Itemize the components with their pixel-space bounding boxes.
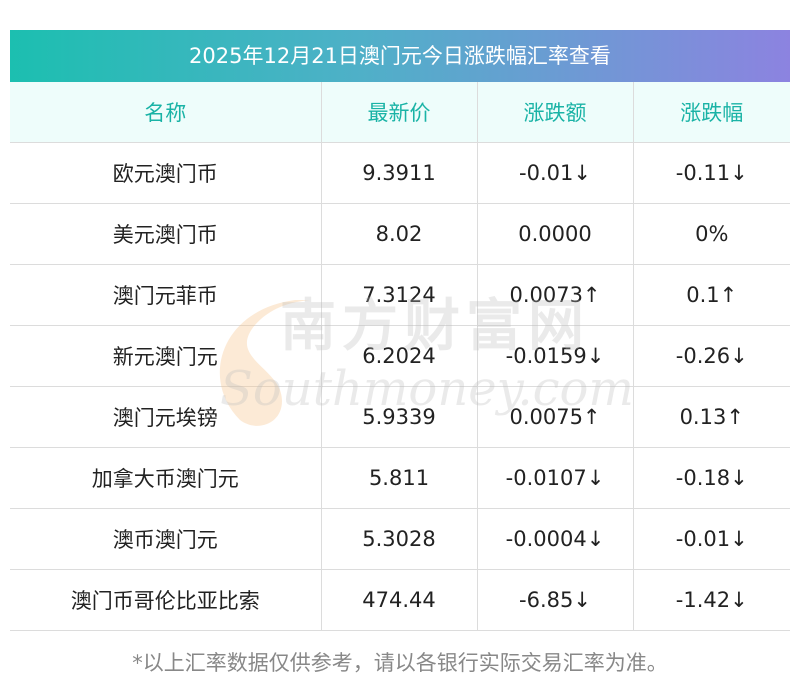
latest-price: 7.3124 xyxy=(321,264,478,326)
change-amount: -0.01↓ xyxy=(477,142,634,204)
table-row: 澳门元菲币 7.3124 0.0073↑ 0.1↑ xyxy=(10,264,790,326)
change-percent: 0.1↑ xyxy=(633,264,790,326)
change-percent: -0.11↓ xyxy=(633,142,790,204)
table-row: 美元澳门币 8.02 0.0000 0% xyxy=(10,203,790,265)
table-row: 欧元澳门币 9.3911 -0.01↓ -0.11↓ xyxy=(10,142,790,204)
change-amount: 0.0073↑ xyxy=(477,264,634,326)
currency-pair-name: 澳门币哥伦比亚比索 xyxy=(10,569,322,631)
latest-price: 8.02 xyxy=(321,203,478,265)
latest-price: 6.2024 xyxy=(321,325,478,387)
latest-price: 5.3028 xyxy=(321,508,478,570)
currency-pair-name: 欧元澳门币 xyxy=(10,142,322,204)
table-row: 新元澳门元 6.2024 -0.0159↓ -0.26↓ xyxy=(10,325,790,387)
column-header-name: 名称 xyxy=(10,82,322,143)
currency-pair-name: 加拿大币澳门元 xyxy=(10,447,322,509)
table-row: 澳币澳门元 5.3028 -0.0004↓ -0.01↓ xyxy=(10,508,790,570)
table-row: 澳门币哥伦比亚比索 474.44 -6.85↓ -1.42↓ xyxy=(10,569,790,631)
change-amount: -0.0159↓ xyxy=(477,325,634,387)
change-percent: -1.42↓ xyxy=(633,569,790,631)
page-title: 2025年12月21日澳门元今日涨跌幅汇率查看 xyxy=(10,30,790,82)
change-amount: -0.0004↓ xyxy=(477,508,634,570)
currency-pair-name: 澳门元埃镑 xyxy=(10,386,322,448)
currency-pair-name: 美元澳门币 xyxy=(10,203,322,265)
currency-pair-name: 澳币澳门元 xyxy=(10,508,322,570)
column-header-pct: 涨跌幅 xyxy=(633,82,790,143)
latest-price: 5.9339 xyxy=(321,386,478,448)
latest-price: 9.3911 xyxy=(321,142,478,204)
column-header-change: 涨跌额 xyxy=(477,82,634,143)
currency-pair-name: 新元澳门元 xyxy=(10,325,322,387)
table-row: 加拿大币澳门元 5.811 -0.0107↓ -0.18↓ xyxy=(10,447,790,509)
change-percent: -0.18↓ xyxy=(633,447,790,509)
latest-price: 474.44 xyxy=(321,569,478,631)
change-percent: -0.26↓ xyxy=(633,325,790,387)
change-percent: 0.13↑ xyxy=(633,386,790,448)
change-amount: 0.0000 xyxy=(477,203,634,265)
table-header-row: 名称 最新价 涨跌额 涨跌幅 xyxy=(10,82,790,143)
currency-pair-name: 澳门元菲币 xyxy=(10,264,322,326)
latest-price: 5.811 xyxy=(321,447,478,509)
change-amount: -6.85↓ xyxy=(477,569,634,631)
table-row: 澳门元埃镑 5.9339 0.0075↑ 0.13↑ xyxy=(10,386,790,448)
change-percent: 0% xyxy=(633,203,790,265)
change-amount: -0.0107↓ xyxy=(477,447,634,509)
column-header-price: 最新价 xyxy=(321,82,478,143)
rates-table: 名称 最新价 涨跌额 涨跌幅 欧元澳门币 9.3911 -0.01↓ -0.11… xyxy=(10,82,790,631)
disclaimer-footnote: *以上汇率数据仅供参考，请以各银行实际交易汇率为准。 xyxy=(132,651,668,675)
change-percent: -0.01↓ xyxy=(633,508,790,570)
change-amount: 0.0075↑ xyxy=(477,386,634,448)
